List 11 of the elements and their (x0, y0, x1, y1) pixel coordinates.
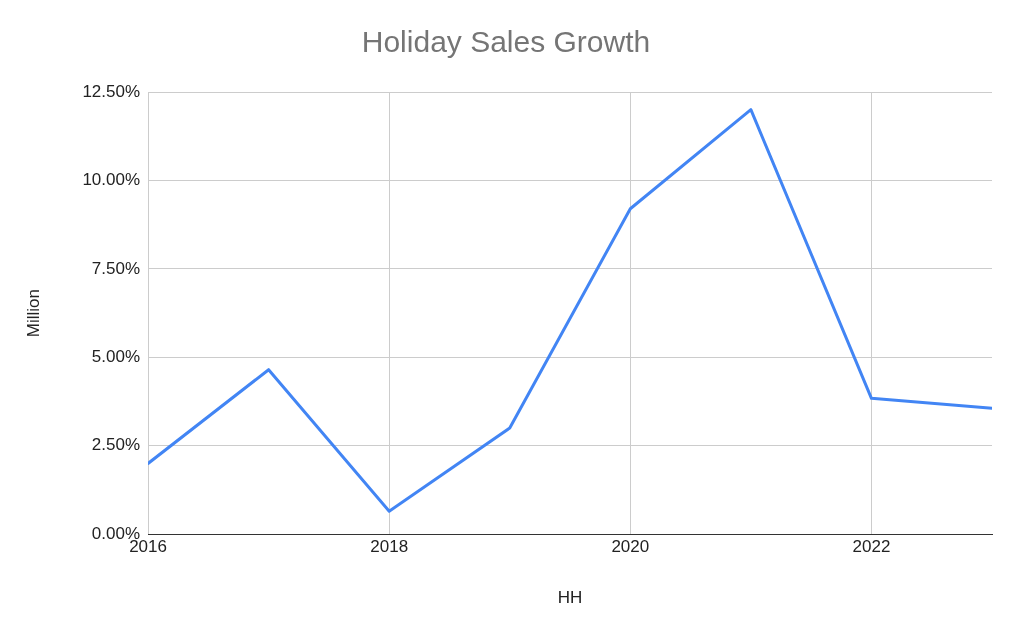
y-tick-label: 10.00% (82, 170, 141, 190)
chart-title: Holiday Sales Growth (361, 25, 651, 59)
y-tick-label: 5.00% (91, 347, 141, 367)
y-tick-label: 2.50% (91, 435, 141, 455)
x-axis-title: HH (557, 588, 583, 608)
x-tick-label: 2020 (611, 537, 650, 557)
x-tick-label: 2018 (370, 537, 409, 557)
x-tick-label: 2022 (852, 537, 891, 557)
y-axis-title: Million (23, 289, 43, 338)
y-tick-label: 12.50% (82, 81, 141, 101)
y-tick-label: 7.50% (91, 258, 141, 278)
